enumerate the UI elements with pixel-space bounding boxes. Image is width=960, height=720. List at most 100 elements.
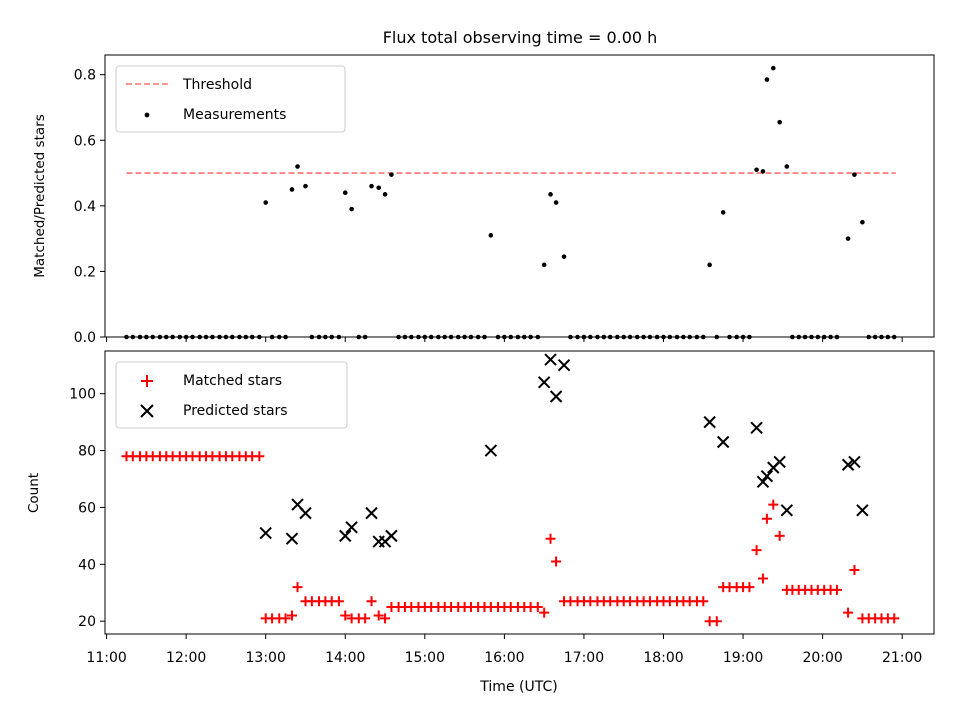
matched-point [333, 596, 344, 607]
x-tick-label: 15:00 [405, 650, 445, 666]
predicted-point [756, 475, 770, 489]
measurement-point [760, 169, 766, 174]
predicted-point [385, 529, 398, 543]
measurement-point [389, 172, 394, 177]
predicted-point [549, 390, 563, 403]
measurement-point [541, 262, 547, 268]
matched-point [360, 613, 371, 624]
predicted-legend-label: Predicted stars [183, 403, 288, 419]
predicted-point [773, 455, 786, 469]
ratio-x-ticks [106, 337, 903, 342]
matched-point [831, 584, 842, 595]
matched-point [373, 610, 384, 621]
predicted-point [841, 458, 855, 471]
measurement-point [289, 187, 295, 192]
measurement-point [754, 167, 759, 173]
ratio-y-tick-label: 0.4 [74, 199, 96, 215]
matched-point [254, 451, 265, 462]
predicted-point [544, 353, 557, 366]
matched-point [532, 601, 543, 612]
count-y-ticks: 20 40 60 80 100 [69, 387, 105, 630]
matched-point [744, 582, 755, 593]
ratio-y-tick-label: 0.6 [74, 133, 96, 149]
measurement-point [303, 183, 308, 189]
matched-point [751, 545, 762, 556]
x-tick-label: 20:00 [802, 650, 842, 666]
predicted-points [259, 353, 869, 548]
predicted-point [750, 421, 763, 435]
measurement-point [777, 119, 782, 125]
count-y-label: Count [26, 473, 42, 513]
ratio-plot-frame [104, 54, 935, 338]
measurement-point [553, 200, 559, 205]
measurement-point [295, 164, 300, 169]
predicted-point [856, 504, 869, 517]
measurement-point [764, 77, 770, 82]
predicted-point [716, 435, 730, 449]
x-tick-label: 21:00 [882, 650, 922, 666]
matched-point [761, 513, 772, 524]
threshold-legend-label: Threshold [182, 77, 252, 93]
measurement-point [369, 183, 374, 189]
x-tick-label: 14:00 [325, 650, 365, 666]
measurement-point [770, 65, 776, 71]
predicted-point [365, 506, 378, 520]
measurements-legend-label: Measurements [183, 107, 286, 123]
matched-point [366, 596, 377, 607]
measurement-point [860, 219, 865, 225]
ratio-y-tick-label: 0.0 [74, 330, 96, 346]
measurement-point [845, 236, 851, 241]
predicted-point [339, 529, 352, 543]
matched-point [774, 530, 785, 541]
count-legend: Matched stars Predicted stars [115, 361, 348, 429]
x-tick-label: 19:00 [723, 650, 763, 666]
matched-point [292, 582, 303, 593]
predicted-point [703, 415, 716, 429]
measurement-point [263, 200, 269, 205]
x-tick-label: 13:00 [246, 650, 286, 666]
x-tick-label: 18:00 [643, 650, 683, 666]
count-x-ticks: 11:00 12:00 13:00 14:00 15:00 16:00 17:00 18:00… [86, 634, 922, 666]
predicted-point [537, 376, 551, 389]
x-tick-label: 16:00 [484, 650, 524, 666]
measurement-point [720, 210, 726, 215]
x-tick-label: 12:00 [166, 650, 206, 666]
ratio-legend-box [115, 65, 346, 133]
measurement-point [349, 206, 354, 212]
ratio-y-label: Matched/Predicted stars [32, 114, 48, 277]
matched-point [757, 573, 768, 584]
measurements-legend-swatch [144, 112, 150, 118]
matched-point [551, 556, 562, 567]
x-tick-label: 17:00 [564, 650, 604, 666]
measurement-point [382, 192, 388, 197]
measurement-point [852, 172, 857, 177]
ratio-y-tick-label: 0.8 [74, 68, 96, 84]
measurement-point [784, 164, 790, 169]
predicted-point [484, 444, 498, 457]
matched-point [889, 613, 900, 624]
count-panel: 20 40 60 80 100 11:00 12:00 13:00 14:00 15:00 16:… [26, 350, 935, 695]
ratio-legend: Threshold Measurements [115, 65, 346, 133]
predicted-point [557, 359, 571, 372]
count-y-tick-label: 60 [78, 500, 96, 516]
matched-point [768, 499, 779, 510]
predicted-point [285, 532, 299, 545]
count-y-tick-label: 80 [78, 444, 96, 460]
count-y-tick-label: 20 [78, 614, 96, 630]
matched-point [698, 596, 709, 607]
x-tick-label: 11:00 [86, 650, 126, 666]
measurement-point [548, 192, 553, 197]
predicted-point [780, 504, 794, 517]
matched-points [121, 451, 900, 627]
predicted-point [848, 455, 861, 469]
measurement-point [488, 233, 494, 238]
matched-point [380, 613, 391, 624]
ratio-y-ticks: 0.0 0.2 0.4 0.6 0.8 [74, 68, 105, 346]
count-y-tick-label: 100 [69, 387, 96, 403]
matched-point [286, 610, 297, 621]
measurement-point [707, 262, 712, 268]
measurement-point [561, 254, 567, 259]
chart-title: Flux total observing time = 0.00 h [383, 28, 658, 47]
matched-point [340, 610, 351, 621]
